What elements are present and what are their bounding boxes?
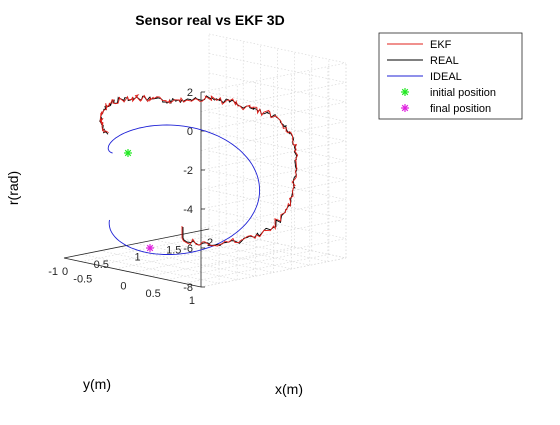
y-axis-line [63,257,202,288]
y-axis-label: y(m) [83,376,111,392]
grid-line [98,235,244,266]
legend-label: REAL [430,55,459,67]
initial-position-marker [124,149,132,157]
grid-line [200,257,347,288]
legend-marker-stroke [401,104,409,112]
legend-marker [401,104,409,112]
series-line-ideal [107,124,261,255]
initial-position-marker-stroke [124,149,132,157]
grid-line [208,209,347,239]
z-tick-label: -2 [183,165,193,177]
grid-line [208,72,347,103]
x-axis-label: x(m) [275,381,303,397]
grid-line [100,250,238,281]
z-tick-label: 0 [187,126,193,138]
grid-line [208,53,347,83]
grid-line [200,179,347,210]
grid-line [208,131,347,161]
z-tick-label: -8 [183,282,193,294]
y-tick-label: 1 [189,295,195,307]
grid-lines [63,33,347,288]
grid-line [132,243,278,273]
z-tick-label: 2 [187,87,193,99]
chart-title: Sensor real vs EKF 3D [135,12,284,28]
z-tick-label: -6 [183,243,193,255]
grid-line [200,82,347,112]
legend-label: IDEAL [430,71,462,83]
grid-line [183,254,329,284]
y-tick-label: -1 [48,266,58,278]
grid-line [172,235,310,266]
grid-line [200,140,347,171]
final-position-marker-stroke [146,244,154,252]
grid-line [208,111,347,142]
grid-line [190,232,328,262]
grid-line [208,150,347,181]
grid-line [200,199,347,229]
legend-label: EKF [430,39,452,51]
series-line-real [99,95,298,247]
grid-line [208,170,347,200]
tick-labels: -8 -6 -4 -2 0 2 0 0.5 1 1.5 2 -1 -0.5 0 0.5 1 [48,87,213,307]
grid-line [208,33,347,64]
x-tick-label: 0 [62,266,68,278]
grid-line [81,232,227,262]
y-tick-label: 0.5 [145,288,160,300]
grid-line [208,92,347,122]
axis-box [63,91,210,288]
grid-line [166,250,312,281]
x-axis-line [63,228,210,259]
legend-label: initial position [430,87,496,99]
series-line-ekf [99,94,299,247]
y-tick-label: 0 [120,281,126,293]
grid-line [200,238,347,268]
legend-marker [401,88,409,96]
grid-line [208,189,347,220]
grid-line [118,246,256,277]
grid-line [200,62,347,93]
final-position-marker [146,244,154,252]
legend: EKF REAL IDEAL initial position final positi… [378,32,523,120]
grid-line [149,246,295,277]
grid-line [200,218,347,249]
grid-line [200,160,347,190]
plot-area [99,94,299,255]
x-tick-label: 0.5 [94,259,109,271]
x-tick-label: 1 [134,252,140,264]
grid-line [200,121,347,151]
z-axis-label: r(rad) [5,171,21,205]
z-tick-label: -4 [183,204,193,216]
grid-line [115,239,261,270]
legend-marker-stroke [401,88,409,96]
x-tick-label: 2 [207,237,213,249]
x-tick-label: 1.5 [166,244,181,256]
legend-label: final position [430,103,491,115]
y-tick-label: -0.5 [73,273,92,285]
